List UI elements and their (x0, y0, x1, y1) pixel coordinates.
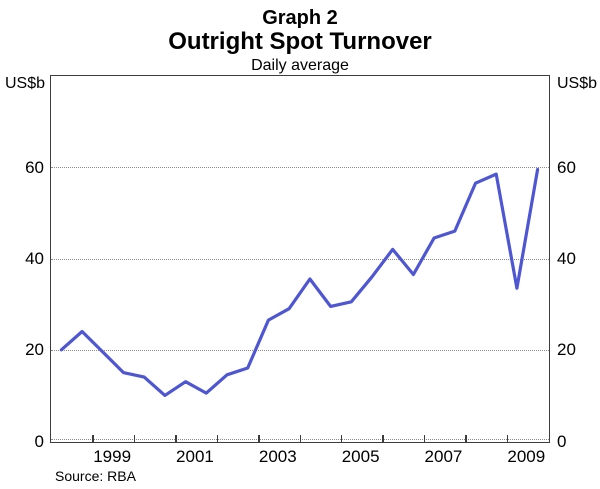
y-axis-label-right-0: 0 (557, 431, 567, 451)
plot-area (50, 75, 550, 443)
x-axis-label-1999: 1999 (93, 447, 132, 466)
year-tick-2000 (133, 435, 136, 442)
y-axis-labels-left: 0 20 40 60 (0, 75, 44, 450)
y-axis-label-left-60: 60 (25, 157, 44, 177)
year-tick-2002 (216, 435, 219, 442)
chart-title: Outright Spot Turnover (168, 28, 432, 55)
x-axis-label-2001: 2001 (176, 447, 214, 466)
x-axis-label-2003: 2003 (258, 447, 297, 466)
y-axis-label-left-40: 40 (25, 249, 44, 268)
year-tick-2008 (465, 435, 467, 442)
chart-subtitle: Daily average (251, 57, 349, 74)
y-axis-unit-left: US$b (4, 75, 45, 92)
chart-header: Graph 2 Outright Spot Turnover Daily ave… (0, 0, 600, 75)
year-tick-2006 (382, 435, 384, 442)
year-tick-2004 (299, 435, 301, 442)
year-tick-1999 (92, 435, 94, 442)
gridline-60 (51, 167, 549, 169)
y-axis-label-right-20: 20 (557, 340, 576, 360)
y-axis-label-left-0: 0 (34, 431, 44, 451)
y-axis-unit-right: US$b (557, 75, 598, 92)
year-tick-2007 (423, 435, 426, 442)
y-axis-label-right-60: 60 (557, 157, 576, 177)
year-tick-2001 (175, 435, 177, 442)
x-axis-label-2005: 2005 (341, 447, 380, 466)
y-axis-labels-right: 0 20 40 60 (557, 75, 600, 450)
turnover-line-chart (59, 167, 540, 397)
x-axis-labels: 1999 2001 2003 2005 2007 2009 (50, 448, 550, 468)
x-axis-label-2007: 2007 (424, 447, 463, 466)
y-axis-label-left-20: 20 (25, 340, 44, 360)
year-tick-2009 (506, 435, 509, 442)
y-axis-label-right-40: 40 (557, 249, 576, 268)
x-axis-label-2009: 2009 (507, 447, 546, 466)
gridline-40 (51, 258, 549, 260)
graph-number: Graph 2 (262, 7, 338, 29)
year-tick-2005 (340, 435, 343, 442)
turnover-series-line (59, 167, 540, 397)
year-tick-2003 (258, 435, 260, 442)
gridline-20 (51, 349, 549, 351)
source-note: Source: RBA (55, 468, 136, 484)
